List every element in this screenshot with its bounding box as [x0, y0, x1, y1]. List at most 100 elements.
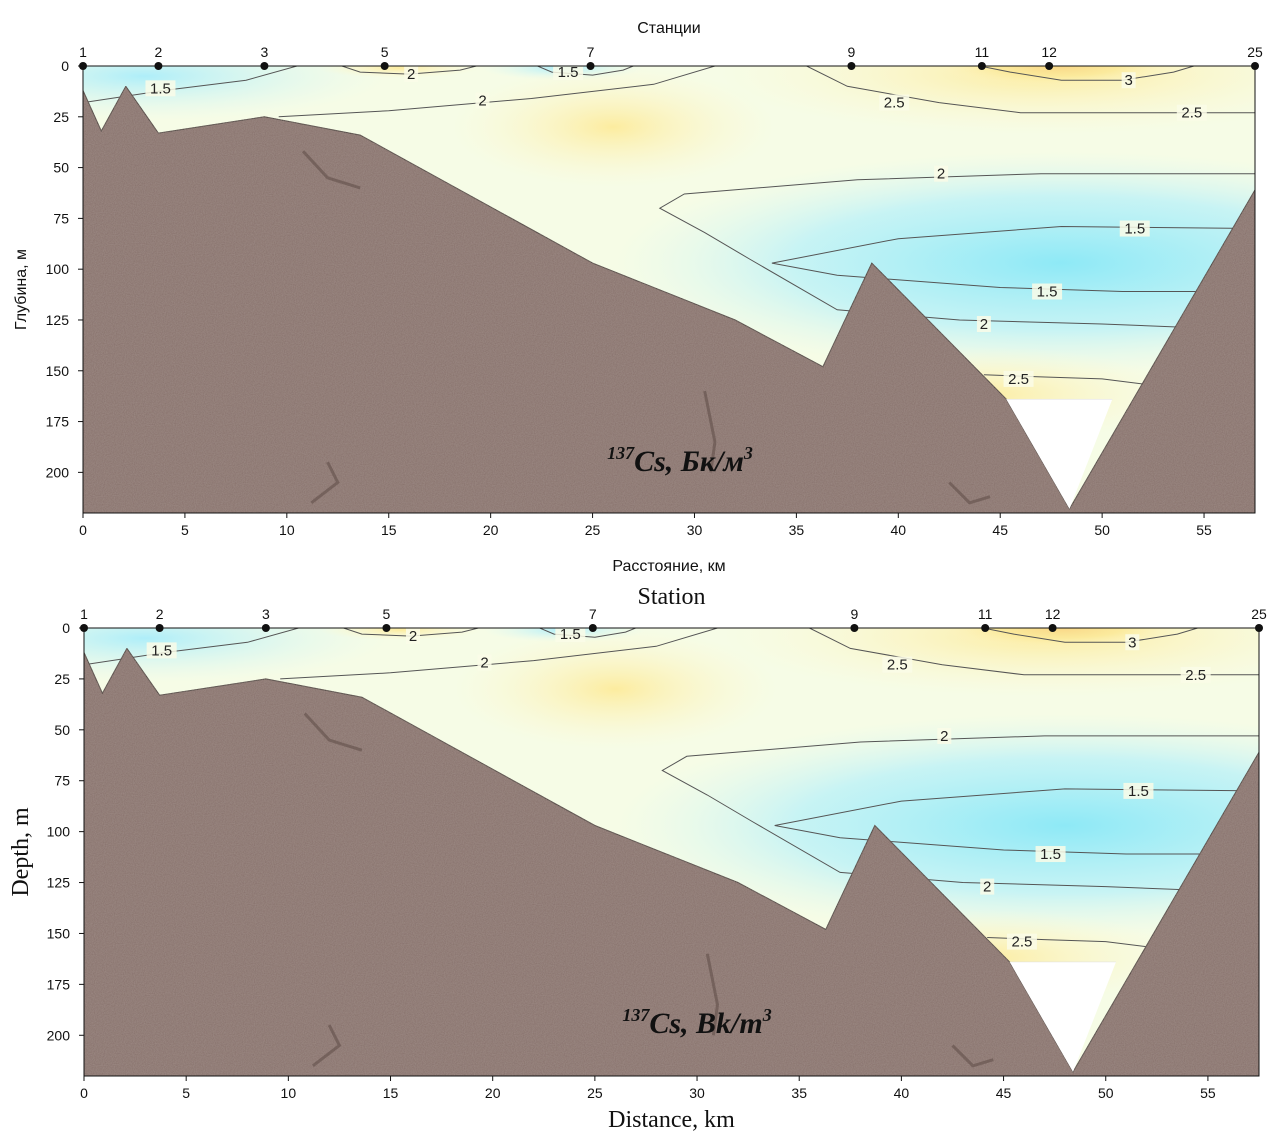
- contour-label-background: [475, 92, 490, 109]
- x-tick-label: 40: [891, 522, 907, 538]
- contour-label: 2.5: [1012, 934, 1033, 951]
- stations-title: Station: [637, 584, 705, 610]
- plot-area: 1.5 1.5 1.5 1.5 2 2 2 2 2.5 2.5 2.5 3: [83, 66, 1255, 513]
- y-tick-label: 100: [47, 824, 71, 840]
- x-axis-label: Расстояние, км: [612, 558, 725, 575]
- contour-label-background: [937, 727, 952, 744]
- x-tick-label: 25: [585, 522, 601, 538]
- y-axis-label: Depth, m: [8, 807, 34, 897]
- isotope-annotation: 137Cs, Бк/м3: [607, 443, 753, 478]
- station-label: 7: [587, 44, 595, 60]
- contour-label: 2: [407, 66, 415, 83]
- contour-label-background: [1006, 933, 1037, 950]
- station-label: 1: [79, 44, 87, 60]
- contour-label-background: [553, 66, 584, 81]
- y-tick-label: 0: [62, 620, 70, 636]
- station-label: 5: [383, 606, 391, 622]
- y-tick-label: 150: [46, 363, 70, 379]
- y-tick-label: 25: [53, 109, 69, 125]
- contour-label: 1.5: [1040, 846, 1061, 863]
- station-label: 2: [155, 44, 163, 60]
- contour-label: 2: [980, 316, 988, 333]
- y-axis-label: Глубина, м: [13, 249, 30, 330]
- rock-streak: [705, 953, 720, 1036]
- x-tick-label: 0: [79, 522, 87, 538]
- units-exponent: 3: [762, 1005, 772, 1025]
- station-marker: [1045, 62, 1054, 70]
- x-tick-label: 15: [381, 522, 397, 538]
- contour-line-2.5-upper: [806, 66, 1255, 114]
- contour-label-background: [146, 642, 177, 659]
- station-label: 5: [381, 44, 389, 60]
- y-tick-label: 175: [46, 414, 70, 430]
- station-marker: [260, 62, 269, 70]
- x-tick-label: 30: [689, 1085, 705, 1101]
- station-marker: [977, 62, 986, 70]
- contour-label-background: [1035, 846, 1066, 863]
- station-label: 25: [1247, 44, 1263, 60]
- station-label: 11: [975, 44, 990, 60]
- station-marker: [847, 62, 856, 70]
- contour-line-3: [979, 66, 1195, 81]
- station-label: 7: [589, 606, 597, 622]
- contour-label: 1.5: [1037, 284, 1058, 301]
- x-tick-label: 15: [383, 1085, 399, 1101]
- low-concentration-zone-west: [83, 66, 389, 121]
- x-tick-label: 10: [281, 1085, 297, 1101]
- isotope-mass-number: 137: [607, 443, 635, 463]
- contour-label-background: [1032, 283, 1063, 300]
- contour-label-background: [879, 94, 910, 111]
- station-label: 9: [850, 606, 858, 622]
- low-concentration-core-deep: [613, 151, 1255, 375]
- plot-area: 1.5 1.5 1.5 1.5 2 2 2 2 2.5 2.5 2.5 3: [84, 628, 1259, 1076]
- high-concentration-zone-station5: [319, 628, 483, 641]
- isotope-annotation: 137Cs, Bk/m3: [622, 1005, 771, 1040]
- x-tick-label: 20: [483, 522, 499, 538]
- contour-label: 2: [937, 166, 945, 183]
- contour-label-background: [882, 656, 913, 673]
- rock-streak: [303, 712, 363, 752]
- contour-label: 2: [940, 728, 948, 745]
- x-tick-label: 30: [687, 522, 703, 538]
- y-tick-label: 175: [47, 976, 71, 992]
- contour-line-1.5-station7: [537, 66, 634, 76]
- station-marker: [586, 62, 595, 70]
- x-tick-label: 55: [1200, 1085, 1216, 1101]
- y-tick-label: 50: [54, 722, 70, 738]
- contour-label-background: [406, 628, 420, 645]
- contour-label-background: [976, 316, 991, 333]
- station-marker: [79, 62, 87, 70]
- station-label: 11: [978, 606, 993, 622]
- contour-label-background: [1180, 666, 1211, 683]
- seabed-rock: [83, 85, 1255, 513]
- x-axis-label: Distance, km: [608, 1107, 735, 1133]
- y-tick-label: 200: [46, 464, 70, 480]
- station-marker: [80, 624, 88, 632]
- contour-line-1.5-station7: [539, 628, 636, 638]
- rock-streak: [948, 481, 991, 505]
- contour-label-background: [145, 80, 176, 97]
- contour-label-background: [1176, 104, 1207, 121]
- x-tick-label: 45: [992, 522, 1008, 538]
- y-tick-label: 125: [47, 875, 71, 891]
- y-tick-label: 75: [54, 773, 70, 789]
- contour-label-background: [1121, 72, 1136, 89]
- units-exponent: 3: [743, 443, 753, 463]
- station-marker: [154, 62, 163, 70]
- rock-streak: [703, 390, 717, 473]
- y-tick-label: 75: [53, 210, 69, 226]
- x-tick-label: 25: [587, 1085, 603, 1101]
- station-label: 2: [156, 606, 164, 622]
- station-label: 3: [261, 44, 269, 60]
- station-marker: [261, 624, 270, 632]
- station-marker: [981, 624, 990, 632]
- contour-label-background: [1125, 634, 1140, 651]
- station-label: 1: [80, 606, 88, 622]
- x-tick-label: 5: [182, 1085, 190, 1101]
- contour-label-background: [1003, 370, 1034, 387]
- contour-label-background: [1123, 782, 1154, 799]
- x-tick-label: 45: [996, 1085, 1012, 1101]
- medium-concentration-zone-mid: [449, 66, 777, 188]
- contour-line-1.5-deep: [771, 225, 1255, 292]
